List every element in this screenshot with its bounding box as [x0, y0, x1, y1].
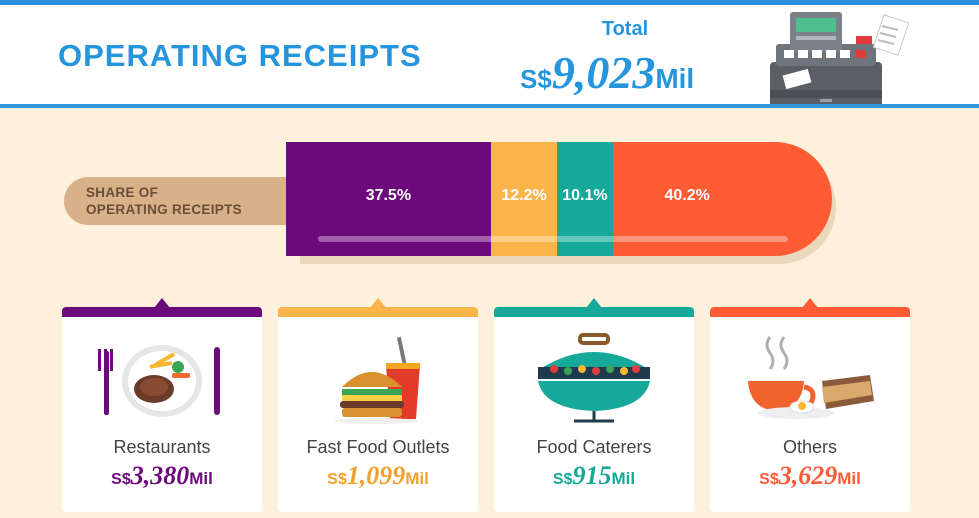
card-unit: Mil	[611, 469, 636, 488]
restaurant-plate-icon	[98, 345, 220, 417]
card-amount: S$1,099Mil	[278, 461, 478, 491]
share-tab	[64, 177, 304, 225]
grill-icon	[538, 333, 650, 423]
bar-segment-others: 40.2%	[612, 142, 832, 256]
bar-segment-restaurants: 37.5%	[286, 142, 491, 256]
card-unit: Mil	[189, 469, 213, 488]
bar-segment-food-caterers: 10.1%	[557, 142, 613, 256]
card-currency: S$	[111, 471, 131, 488]
card-amount: S$915Mil	[494, 461, 694, 491]
card-amount: S$3,380Mil	[62, 461, 262, 491]
share-label-line1: SHARE OF	[86, 185, 159, 200]
coffee-sandwich-icon	[748, 336, 874, 419]
stacked-share-bar: 37.5% 12.2% 10.1% 40.2%	[286, 142, 832, 256]
card-name: Food Caterers	[536, 437, 652, 457]
card-number: 3,629	[778, 461, 838, 490]
card-pointer	[586, 298, 602, 308]
card-currency: S$	[759, 471, 779, 488]
burger-fries-icon	[334, 336, 420, 424]
bar-segment-fast-food-outlets: 12.2%	[490, 142, 558, 256]
card-accent	[278, 307, 478, 317]
card-pointer	[802, 298, 818, 308]
category-card-restaurants: Restaurants S$3,380Mil	[62, 298, 262, 512]
card-number: 1,099	[346, 461, 406, 490]
card-pointer	[154, 298, 170, 308]
category-card-others: Others S$3,629Mil	[710, 298, 910, 512]
page-title: OPERATING RECEIPTS	[58, 38, 422, 73]
card-name: Others	[782, 437, 838, 457]
card-amount: S$3,629Mil	[710, 461, 910, 491]
card-currency: S$	[327, 471, 347, 488]
card-number: 915	[572, 461, 612, 490]
total-value: S$9,023Mil	[520, 46, 694, 99]
card-name: Fast Food Outlets	[306, 437, 450, 457]
category-card-fast-food: Fast Food Outlets S$1,099Mil	[278, 298, 478, 512]
bar-segment-label: 40.2%	[664, 187, 710, 204]
share-label: SHARE OF OPERATING RECEIPTS	[86, 184, 242, 218]
card-number: 3,380	[130, 461, 190, 490]
total-label: Total	[601, 18, 649, 40]
card-unit: Mil	[837, 469, 861, 488]
card-name: Restaurants	[113, 437, 211, 457]
card-accent	[62, 307, 262, 317]
total-unit: Mil	[655, 63, 695, 94]
bar-segment-label: 37.5%	[365, 187, 412, 204]
bar-segment-label: 12.2%	[501, 187, 547, 204]
card-unit: Mil	[405, 469, 429, 488]
share-label-line2: OPERATING RECEIPTS	[86, 202, 242, 217]
card-pointer	[370, 298, 386, 308]
top-accent-line	[0, 0, 979, 5]
total-currency: S$	[520, 64, 552, 94]
bar-segment-label: 10.1%	[562, 187, 608, 204]
card-accent	[494, 307, 694, 317]
total-number: 9,023	[551, 47, 656, 98]
header-divider	[0, 104, 979, 108]
cash-register-icon	[770, 12, 910, 117]
card-currency: S$	[552, 471, 573, 488]
bar-highlight	[318, 236, 788, 242]
category-card-food-caterers: Food Caterers S$915Mil	[494, 298, 694, 512]
card-accent	[710, 307, 910, 317]
